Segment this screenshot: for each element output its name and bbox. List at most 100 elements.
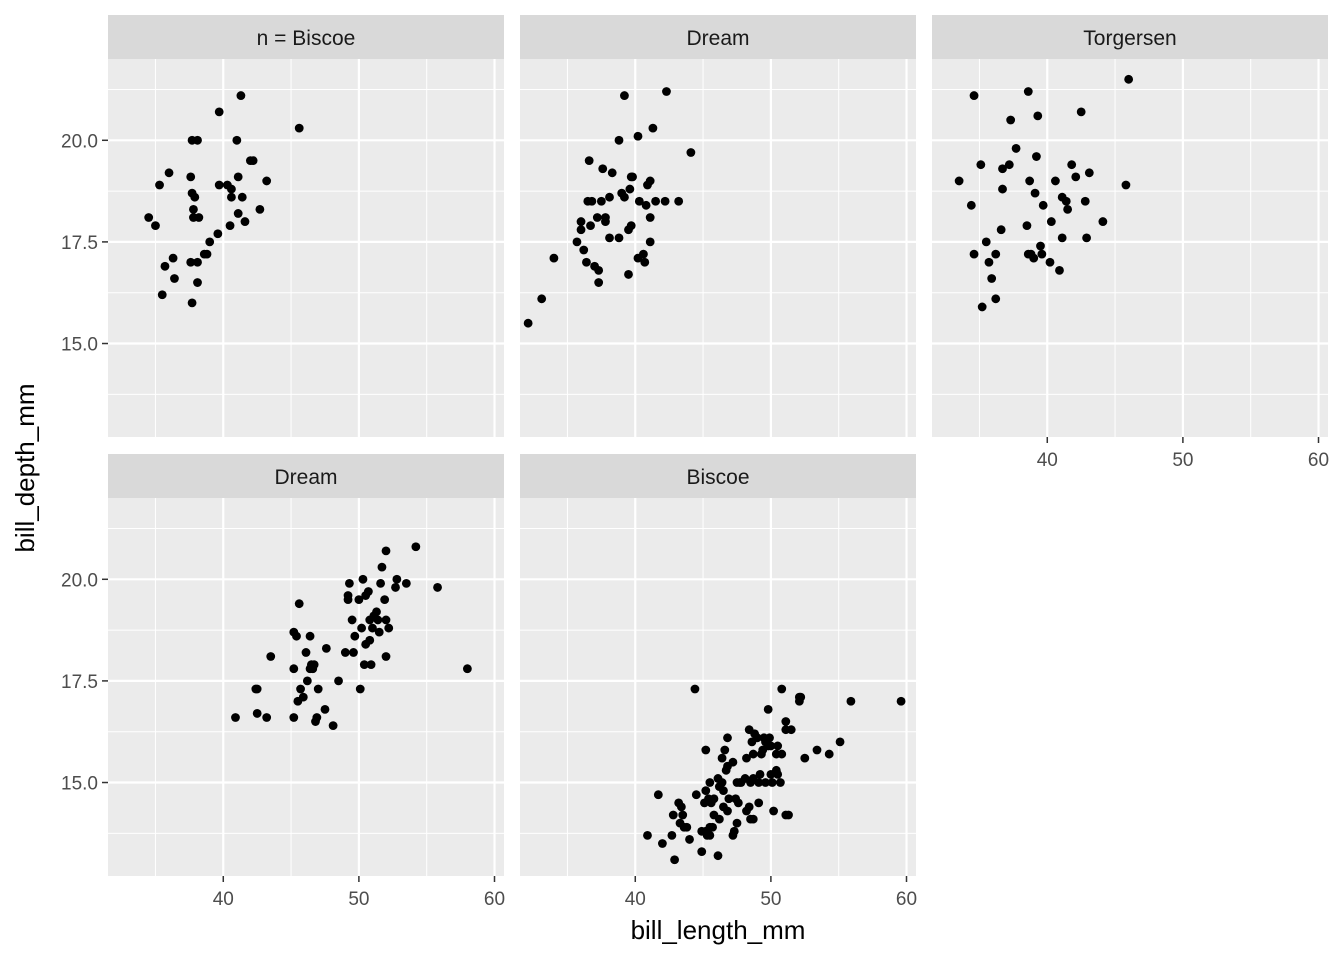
data-point <box>582 257 591 267</box>
data-point <box>1023 87 1033 96</box>
data-point <box>754 778 764 787</box>
data-point <box>355 684 365 694</box>
data-point <box>296 684 305 694</box>
data-point <box>248 156 258 166</box>
data-point <box>717 778 727 787</box>
data-point <box>357 623 367 633</box>
data-point <box>1098 217 1108 226</box>
data-point <box>576 217 586 226</box>
data-point <box>824 749 834 759</box>
data-point <box>594 278 604 287</box>
data-point <box>625 184 635 194</box>
data-point <box>1082 233 1092 243</box>
data-point <box>365 635 375 645</box>
data-point <box>705 830 715 840</box>
data-point <box>380 595 390 605</box>
data-point <box>594 265 604 275</box>
data-point <box>313 684 323 694</box>
x-tick-label: 40 <box>1037 450 1058 471</box>
data-point <box>686 148 696 157</box>
data-point <box>236 91 246 100</box>
panel-background <box>932 59 1328 437</box>
data-point <box>157 290 167 300</box>
data-point <box>343 595 353 605</box>
data-point <box>587 196 597 206</box>
data-point <box>549 253 559 263</box>
data-point <box>620 192 629 202</box>
data-point <box>237 192 247 202</box>
data-point <box>1025 176 1035 186</box>
data-point <box>252 684 262 694</box>
data-point <box>667 830 677 840</box>
data-point <box>523 318 533 328</box>
facet-strip-label: Dream <box>274 466 337 489</box>
data-point <box>301 648 311 657</box>
data-point <box>164 168 174 178</box>
data-point <box>240 217 250 226</box>
data-point <box>373 615 383 625</box>
data-point <box>302 676 312 686</box>
data-point <box>723 806 732 816</box>
data-point <box>255 204 265 214</box>
data-point <box>374 627 384 637</box>
data-point <box>639 249 648 259</box>
y-tick-label: 15.0 <box>61 335 98 356</box>
data-point <box>537 294 547 304</box>
data-point <box>732 818 742 828</box>
data-point <box>605 233 614 243</box>
data-point <box>1055 265 1064 275</box>
data-point <box>742 753 751 763</box>
data-point <box>720 745 730 755</box>
data-point <box>1022 221 1032 231</box>
data-point <box>690 684 700 694</box>
data-point <box>292 631 301 641</box>
x-tick-label: 50 <box>348 889 369 910</box>
data-point <box>701 745 711 755</box>
data-point <box>954 176 964 186</box>
data-point <box>1051 176 1060 186</box>
x-tick-label: 50 <box>1172 450 1193 471</box>
data-point <box>674 196 684 206</box>
data-point <box>648 123 658 133</box>
data-point <box>761 778 770 787</box>
data-point <box>981 237 991 247</box>
data-point <box>305 631 315 641</box>
data-point <box>1030 188 1040 198</box>
facet-panel: Biscoe 40 50 60 <box>520 454 917 910</box>
facet-panel: Dream 15.0 17.5 20.0 40 50 60 <box>61 454 505 910</box>
data-point <box>462 664 472 674</box>
data-point <box>233 172 243 182</box>
data-point <box>1046 217 1056 226</box>
data-point <box>626 221 636 231</box>
data-point <box>769 806 779 816</box>
data-point <box>987 274 997 283</box>
facet-panel: Torgersen 40 50 60 <box>932 15 1329 471</box>
data-point <box>598 164 608 174</box>
data-point <box>391 583 400 592</box>
data-point <box>381 652 391 661</box>
data-point <box>685 835 694 844</box>
y-tick-label: 20.0 <box>61 570 98 591</box>
data-point <box>777 684 787 694</box>
data-point <box>358 574 368 584</box>
data-point <box>998 184 1007 194</box>
data-point <box>190 192 200 202</box>
data-point <box>748 814 758 824</box>
data-point <box>576 225 586 235</box>
data-point <box>225 221 235 231</box>
x-tick-label: 50 <box>760 889 781 910</box>
data-point <box>984 257 994 267</box>
data-point <box>376 578 385 588</box>
data-point <box>377 562 387 572</box>
data-point <box>733 798 743 808</box>
y-tick-label: 20.0 <box>61 131 98 152</box>
facet-panel: Dream <box>520 15 916 437</box>
data-point <box>321 643 331 653</box>
data-point <box>262 713 272 722</box>
data-point <box>678 810 688 820</box>
data-point <box>214 107 224 117</box>
data-point <box>624 270 633 279</box>
data-point <box>1036 241 1045 251</box>
data-point <box>705 778 715 787</box>
data-point <box>777 749 787 759</box>
